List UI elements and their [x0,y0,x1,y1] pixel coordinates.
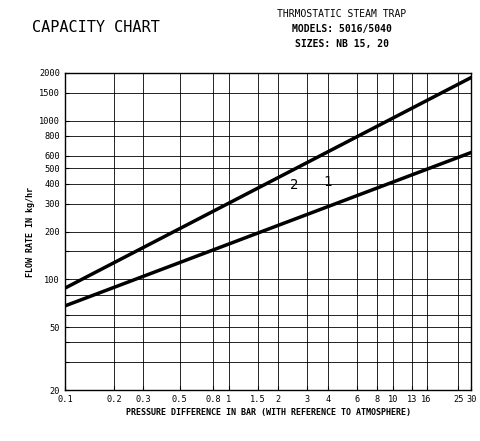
Text: SIZES: NB 15, 20: SIZES: NB 15, 20 [294,39,388,49]
Y-axis label: FLOW RATE IN kg/hr: FLOW RATE IN kg/hr [26,187,35,277]
Text: CAPACITY CHART: CAPACITY CHART [32,20,160,35]
Text: 2: 2 [289,179,298,192]
Text: MODELS: 5016/5040: MODELS: 5016/5040 [291,24,391,34]
Text: THRMOSTATIC STEAM TRAP: THRMOSTATIC STEAM TRAP [276,9,405,19]
Text: 1: 1 [323,175,331,189]
X-axis label: PRESSURE DIFFERENCE IN BAR (WITH REFERENCE TO ATMOSPHERE): PRESSURE DIFFERENCE IN BAR (WITH REFEREN… [125,408,410,417]
